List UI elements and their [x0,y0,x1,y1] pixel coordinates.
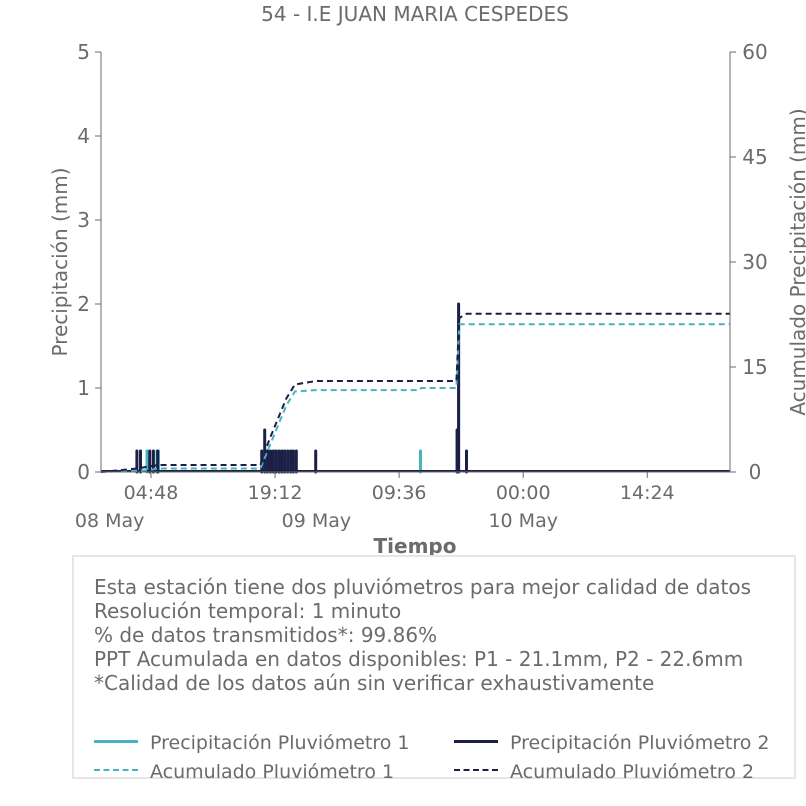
series-layer [100,302,730,474]
y2-tick-label: 60 [742,40,767,64]
x-tick-label: 00:00 [496,482,551,504]
x-date-label: 10 May [488,510,558,532]
y-tick-label: 5 [77,40,90,64]
x-tick-label: 19:12 [248,482,303,504]
y-tick-label: 2 [77,292,90,316]
legend-label: Precipitación Pluviómetro 1 [150,732,410,754]
legend-label: Precipitación Pluviómetro 2 [510,732,770,754]
x-tick-label: 14:24 [620,482,675,504]
legend-label: Acumulado Pluviómetro 1 [150,761,395,783]
info-line-quality-note: *Calidad de los datos aún sin verificar … [94,671,655,695]
legend-swatch-dashed-navy [454,769,498,771]
x-tick-label: 04:48 [124,482,179,504]
y-tick-label: 1 [77,376,90,400]
legend-swatch-solid-navy [454,740,498,743]
series-line-accumulated-p1 [100,323,730,473]
y2-tick-label: 15 [742,355,767,379]
y2-tick-label: 30 [742,250,767,274]
legend-label: Acumulado Pluviómetro 2 [510,761,755,783]
info-line-accumulated: PPT Acumulada en datos disponibles: P1 -… [94,647,744,671]
x-date-label: 08 May [75,510,145,532]
info-box: Esta estación tiene dos pluviómetros par… [72,555,796,783]
x-tick-label: 09:36 [372,482,427,504]
x-date-label: 09 May [282,510,352,532]
info-line-dual-gauge: Esta estación tiene dos pluviómetros par… [94,575,752,599]
y-tick-label: 4 [77,124,90,148]
left-axis-ticks: 0 1 2 3 4 5 [77,40,101,484]
info-line-resolution: Resolución temporal: 1 minuto [94,599,402,623]
y2-tick-label: 45 [742,145,767,169]
y2-axis-label: Acumulado Precipitación (mm) [786,108,806,415]
legend-swatch-dashed-teal [94,769,138,771]
chart-title: 54 - I.E JUAN MARIA CESPEDES [261,2,569,26]
right-axis-ticks: 0 15 30 45 60 [730,40,768,484]
y-tick-label: 0 [77,460,90,484]
y-axis-label: Precipitación (mm) [48,167,72,356]
y-tick-label: 3 [77,208,90,232]
x-axis-label: Tiempo [374,534,457,558]
info-text: Esta estación tiene dos pluviómetros par… [94,575,751,695]
legend-swatch-solid-teal [94,740,138,743]
x-axis-ticks: 04:48 19:12 09:36 00:00 14:24 08 May 09 May 10 … [75,472,675,532]
y2-tick-label: 0 [749,460,762,484]
series-line-accumulated-p2 [100,312,730,473]
info-line-transmitted: % de datos transmitidos*: 99.86% [94,623,438,647]
